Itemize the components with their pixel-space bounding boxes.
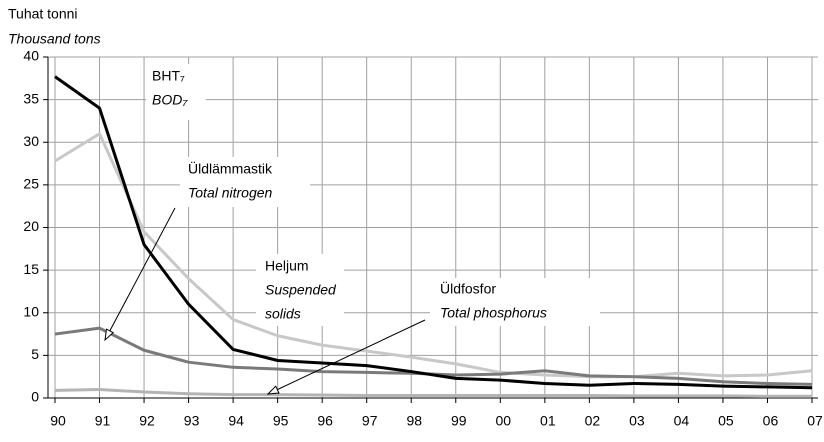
- x-tick-label: 95: [273, 413, 289, 429]
- annotation-label: Heljum: [265, 258, 309, 274]
- x-tick-label: 05: [718, 413, 734, 429]
- annotation-box: [430, 278, 600, 326]
- series-line: [54, 132, 813, 379]
- x-tick-label: 03: [629, 413, 645, 429]
- x-tick-label: 00: [496, 413, 512, 429]
- y-tick-label: 20: [23, 218, 39, 234]
- y-tick-label: 25: [23, 176, 39, 192]
- y-title-en: Thousand tons: [8, 31, 101, 47]
- x-tick-label: 93: [184, 413, 200, 429]
- annotation-arrow: [267, 319, 426, 395]
- x-tick-label: 91: [95, 413, 111, 429]
- annotation-label: Üldfosfor: [440, 280, 496, 297]
- x-tick-label: 02: [585, 413, 601, 429]
- y-tick-label: 15: [23, 261, 39, 277]
- arrow-head: [266, 385, 280, 395]
- x-tick-label: 97: [362, 413, 378, 429]
- x-tick-label: 07: [807, 413, 823, 429]
- y-tick-label: 10: [23, 303, 39, 319]
- x-tick-label: 06: [763, 413, 779, 429]
- annotation-label: Total nitrogen: [188, 185, 273, 201]
- x-tick-label: 96: [317, 413, 333, 429]
- annotation-box: [146, 64, 206, 120]
- y-tick-label: 35: [23, 90, 39, 106]
- annotation-label: solids: [265, 306, 301, 322]
- annotation-label: Total phosphorus: [440, 305, 547, 321]
- y-tick-label: 40: [23, 48, 39, 64]
- annotation-label: Suspended: [265, 282, 337, 298]
- x-tick-label: 90: [50, 413, 66, 429]
- series-line: [54, 75, 813, 390]
- x-tick-label: 99: [451, 413, 467, 429]
- annotation-arrow: [104, 207, 176, 341]
- annotation-label: BOD₇: [152, 92, 188, 108]
- annotation-box: [256, 254, 344, 326]
- annotation-box: [180, 157, 310, 207]
- annotation-label: Üldlämmastik: [188, 160, 273, 177]
- y-tick-label: 5: [31, 346, 39, 362]
- x-tick-label: 04: [674, 413, 690, 429]
- y-tick-label: 0: [31, 389, 39, 405]
- arrow-head: [104, 328, 115, 342]
- x-tick-label: 94: [228, 413, 244, 429]
- annotation-label: BHT₇: [152, 68, 185, 84]
- x-tick-label: 01: [540, 413, 556, 429]
- x-tick-label: 92: [139, 413, 155, 429]
- x-tick-label: 98: [406, 413, 422, 429]
- y-tick-label: 30: [23, 133, 39, 149]
- y-title: Tuhat tonni: [8, 6, 78, 22]
- series-line: [54, 387, 812, 398]
